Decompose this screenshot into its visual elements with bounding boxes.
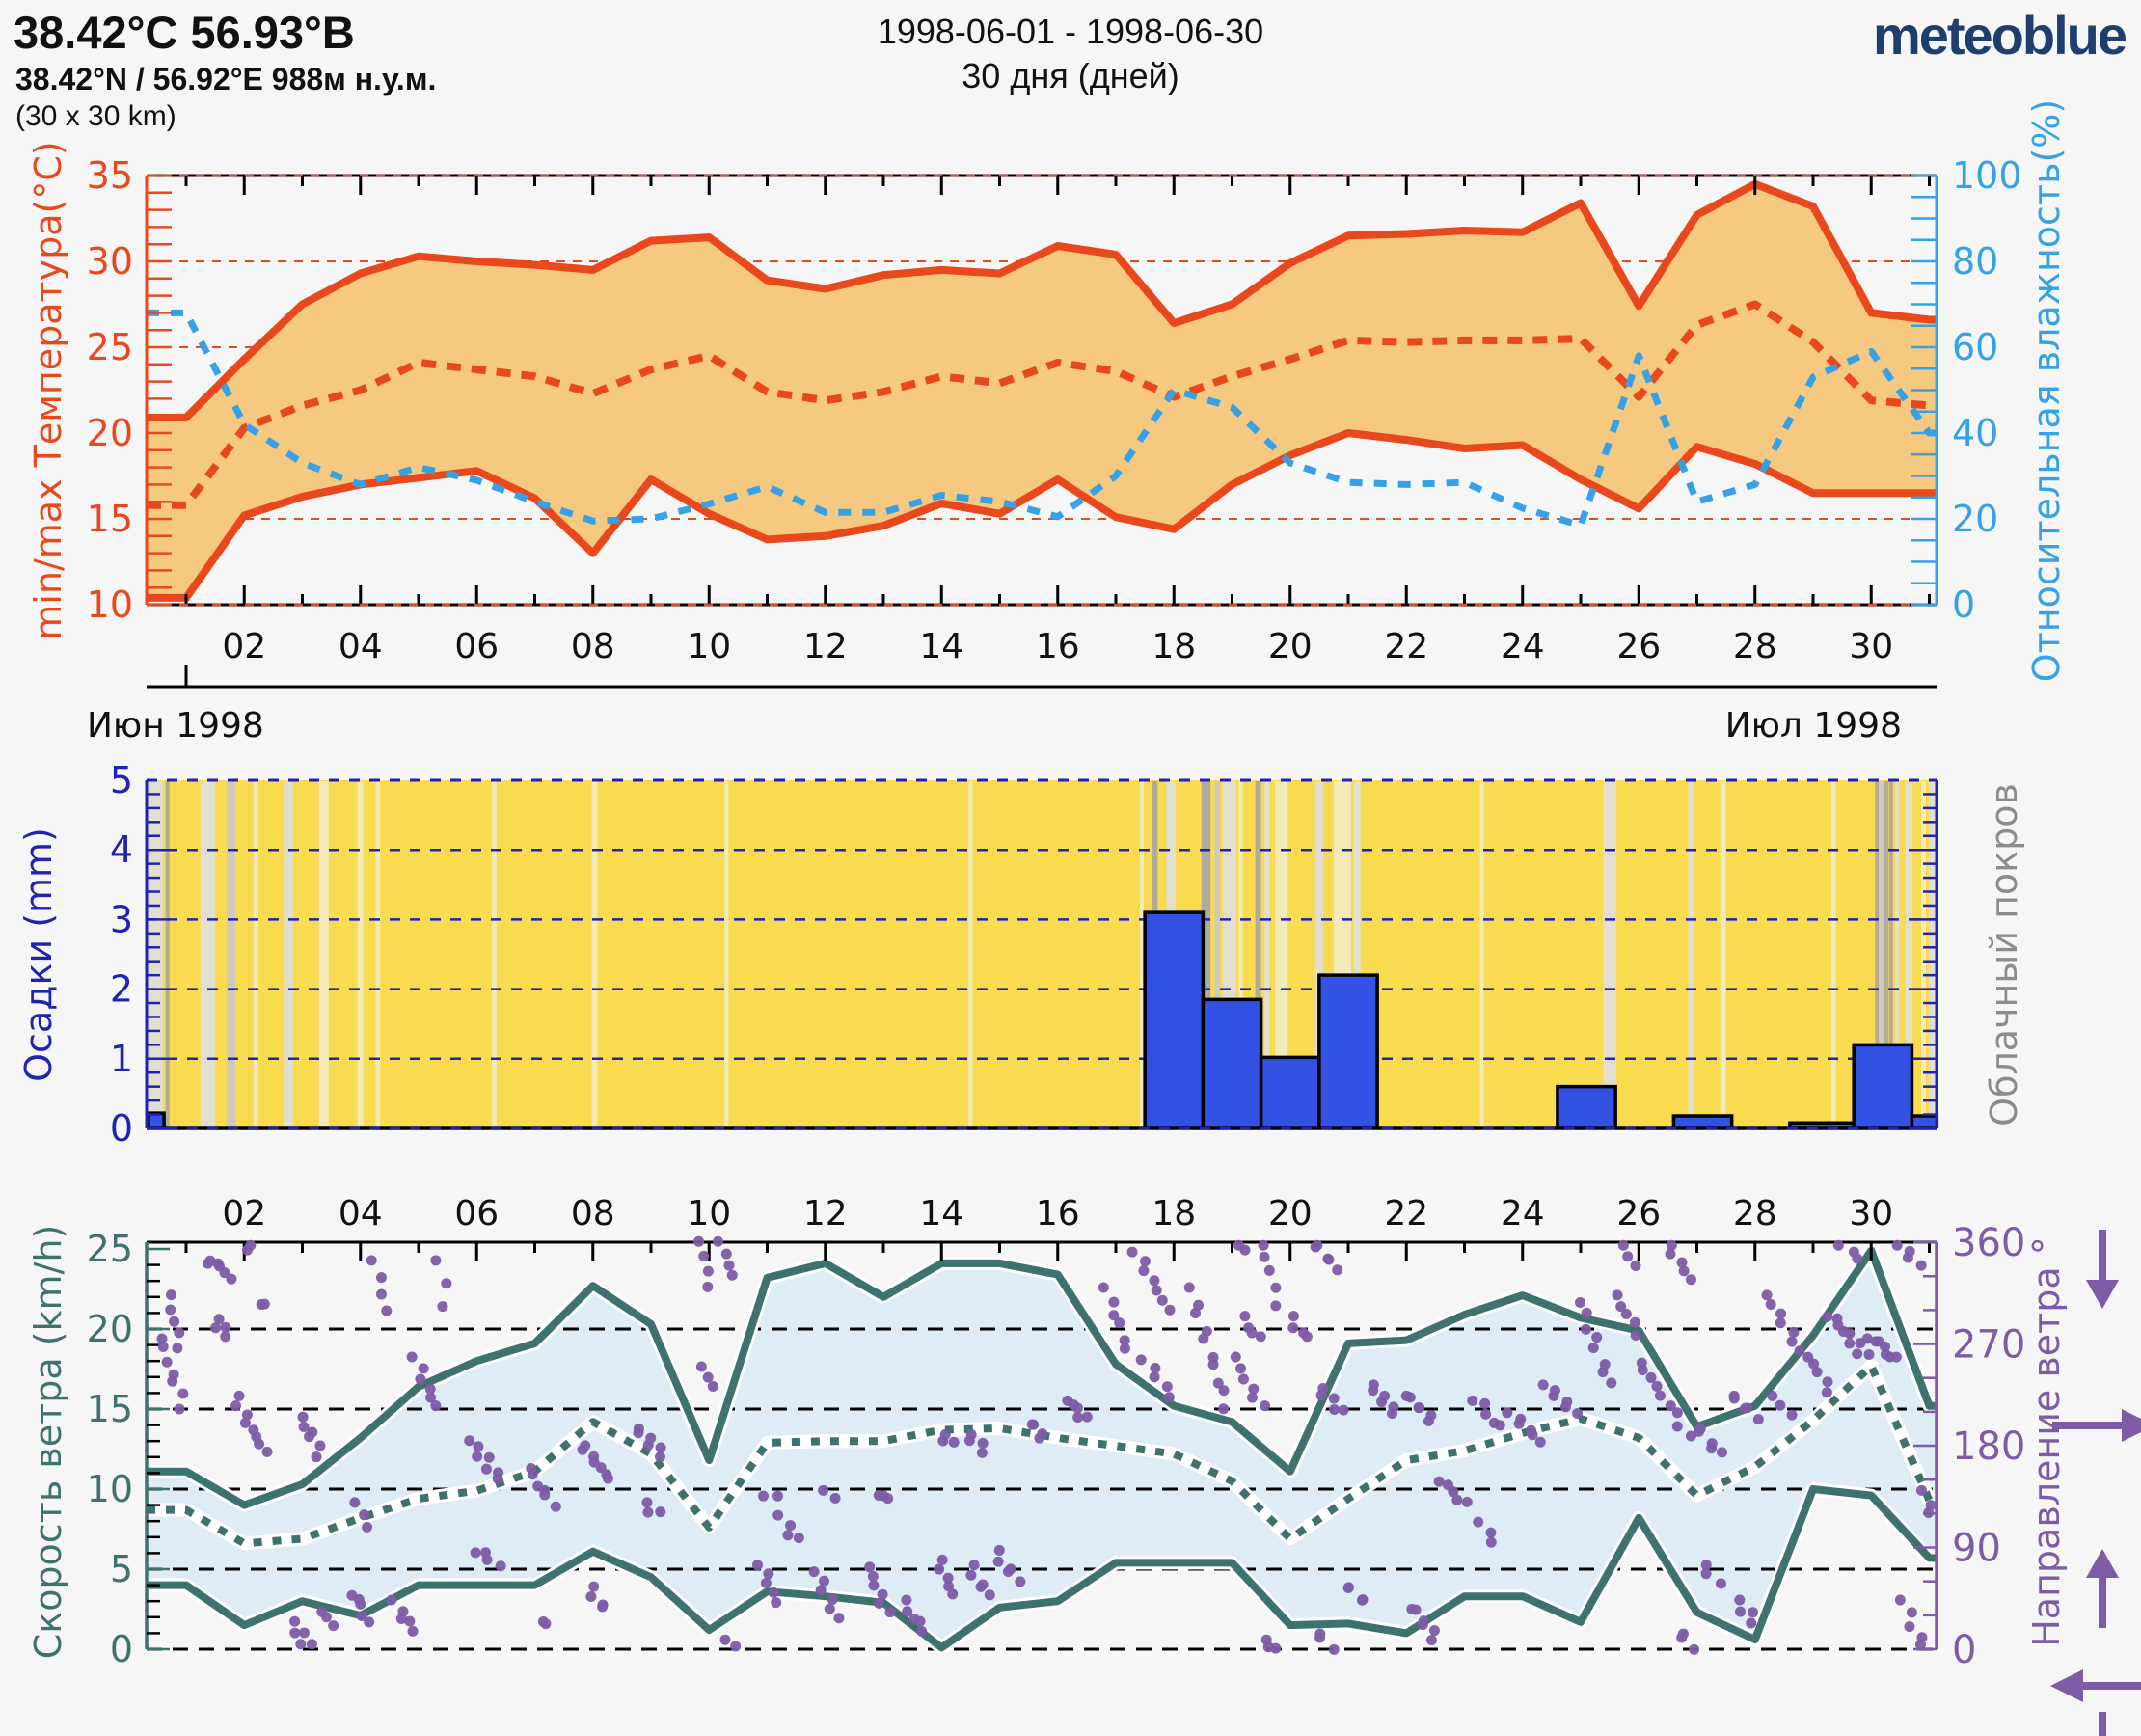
direction-tick-label: 360: [1952, 1221, 2025, 1265]
direction-tick-label: 270: [1952, 1323, 2025, 1368]
wind-tick-label: 20: [87, 1308, 133, 1350]
wind-direction-arrows: [2050, 1230, 2141, 1736]
wind-day-label: 24: [1501, 1194, 1545, 1234]
page-title: 38.42°C 56.93°B: [14, 7, 355, 58]
wind-day-label: 12: [803, 1194, 848, 1234]
duration-label: 30 дня (дней): [962, 56, 1179, 95]
wind-day-label: 04: [339, 1194, 383, 1234]
wind-day-label: 06: [454, 1194, 499, 1234]
direction-tick-label: 180: [1952, 1424, 2025, 1469]
month-label-left: Июн 1998: [87, 706, 264, 746]
day-label: 06: [454, 627, 499, 666]
day-label: 02: [222, 627, 266, 666]
grid-note: (30 x 30 km): [15, 100, 176, 132]
temperature-chart: 35 30 25 20 15 10 100 80 60 40 20 0: [87, 154, 2022, 626]
wind-tick-label: 25: [87, 1228, 133, 1270]
wind-day-label: 22: [1384, 1194, 1428, 1234]
coords-subtitle: 38.42°N / 56.92°E 988м н.у.м.: [15, 62, 437, 96]
day-label: 20: [1268, 627, 1313, 666]
meteoblue-logo: meteoblue: [1872, 5, 2127, 66]
precipitation-chart: 5 4 3 2 1 0: [110, 759, 1939, 1150]
day-label: 04: [339, 627, 383, 666]
wind-day-label: 08: [571, 1194, 615, 1234]
wind-day-label: 16: [1036, 1194, 1080, 1234]
month-label-right: Июл 1998: [1724, 706, 1902, 746]
temp-tick-label: 30: [87, 240, 133, 283]
wind-day-label: 10: [687, 1194, 731, 1234]
day-label: 24: [1501, 627, 1545, 666]
wind-tick-label: 15: [87, 1388, 133, 1430]
date-range: 1998-06-01 - 1998-06-30: [877, 12, 1264, 51]
humidity-tick-label: 40: [1952, 412, 1998, 454]
wind-day-label: 14: [919, 1194, 963, 1234]
humidity-tick-label: 20: [1952, 498, 1998, 540]
precip-tick-label: 0: [110, 1107, 133, 1150]
wind-chart: 25 20 15 10 5 0 360 270 180 90 0: [87, 1221, 2026, 1672]
precip-tick-label: 5: [110, 759, 133, 801]
temp-tick-label: 20: [87, 412, 133, 454]
wind-tick-label: 10: [87, 1468, 133, 1510]
wind-direction-axis-label: Направление ветра °: [2025, 1236, 2068, 1647]
wind-direction-dots: [156, 1235, 1937, 1655]
wind-speed-axis-label: Скорость ветра (km/h): [27, 1224, 69, 1660]
precip-tick-label: 2: [110, 968, 133, 1011]
wind-day-label: 30: [1849, 1194, 1893, 1234]
day-label: 14: [919, 627, 963, 666]
day-label: 16: [1036, 627, 1080, 666]
wind-day-label: 20: [1268, 1194, 1313, 1234]
wind-day-label: 02: [222, 1194, 266, 1234]
day-label: 26: [1616, 627, 1661, 666]
temp-tick-label: 25: [87, 326, 133, 368]
wind-day-label: 28: [1733, 1194, 1777, 1234]
temp-tick-label: 15: [87, 498, 133, 540]
wind-tick-label: 5: [110, 1548, 133, 1590]
humidity-tick-label: 100: [1952, 154, 2022, 197]
wind-day-label: 18: [1152, 1194, 1196, 1234]
direction-tick-label: 90: [1952, 1527, 2001, 1571]
direction-tick-label: 0: [1952, 1628, 1976, 1672]
day-label: 28: [1733, 627, 1777, 666]
wind-day-label: 26: [1616, 1194, 1661, 1234]
temp-tick-label: 10: [87, 583, 133, 626]
temp-tick-label: 35: [87, 154, 133, 197]
precip-tick-label: 3: [110, 898, 133, 940]
day-label: 18: [1152, 627, 1196, 666]
humidity-tick-label: 80: [1952, 240, 1998, 283]
precip-tick-label: 4: [110, 828, 133, 871]
day-axis: 02 02 04 04 06 06 08 08 10 10 12 12 14 14 16 16 18 18 20 20…: [147, 627, 1937, 1234]
day-label: 22: [1384, 627, 1428, 666]
day-label: 30: [1849, 627, 1893, 666]
day-label: 08: [571, 627, 615, 666]
humidity-tick-label: 0: [1952, 583, 1975, 626]
humidity-tick-label: 60: [1952, 326, 1998, 368]
precip-tick-label: 1: [110, 1038, 133, 1080]
wind-tick-label: 0: [110, 1628, 133, 1670]
day-label: 12: [803, 627, 848, 666]
day-label: 10: [687, 627, 731, 666]
